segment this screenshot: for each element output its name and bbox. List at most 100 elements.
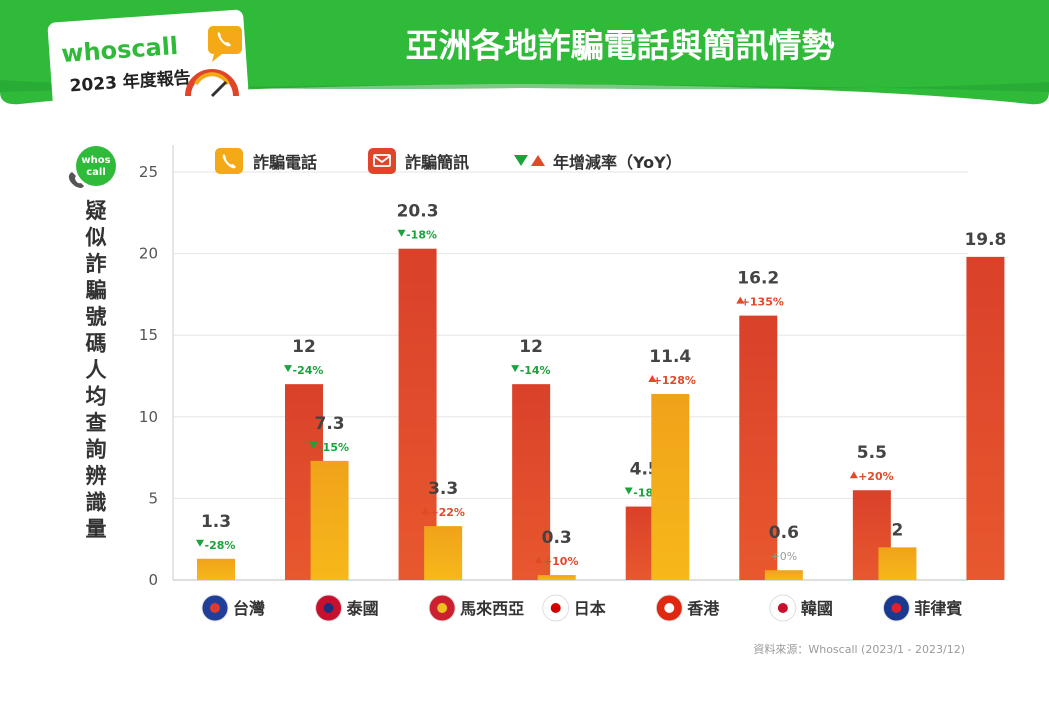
yoy-down-icon [397, 229, 406, 237]
flag-emblem-icon [891, 603, 902, 613]
yoy-up-icon [534, 556, 543, 564]
yoy-label: -24% [293, 364, 324, 377]
legend-call-label: 詐騙電話 [253, 153, 317, 172]
value-label: 12 [519, 337, 543, 357]
yoy-down-icon [196, 539, 204, 547]
value-label: 7.3 [315, 414, 345, 434]
value-label: 0.6 [769, 523, 799, 543]
yoy-label: +0% [771, 550, 798, 563]
y-tick-label: 25 [139, 163, 158, 181]
chat-bubble-icon [208, 26, 242, 54]
x-category-label: 台灣 [233, 599, 265, 618]
yoy-label: +10% [543, 555, 579, 568]
bar-call [537, 575, 576, 580]
y-axis-label-char: 人 [86, 358, 107, 382]
value-label: 0.3 [542, 528, 572, 548]
legend-down-triangle-icon [514, 155, 528, 166]
value-label: 19.8 [964, 230, 1006, 250]
bars: 1.3-28%12-24%7.3-15%20.3-18%3.3+22%12-14… [196, 202, 1006, 581]
badge-phone-icon [68, 172, 84, 188]
phone-glyph-icon [217, 32, 231, 47]
yoy-down-icon [624, 487, 633, 495]
flag-emblem-icon [664, 603, 675, 613]
yoy-label: -15% [318, 441, 349, 454]
y-axis-label-char: 量 [86, 517, 107, 541]
y-axis-label-char: 辨 [86, 464, 107, 488]
legend-call-icon [215, 148, 243, 174]
value-label: 2 [892, 520, 904, 540]
legend-yoy-label: 年增減率（YoY） [553, 153, 682, 172]
y-tick-label: 5 [148, 489, 158, 507]
y-axis-label-char: 查 [86, 411, 107, 435]
yoy-down-icon [284, 365, 292, 373]
x-category-label: 日本 [574, 599, 606, 618]
badge-text-1: whos [81, 155, 110, 166]
bar-sms [512, 384, 551, 580]
yoy-label: +135% [741, 296, 784, 309]
y-axis-label-char: 騙 [86, 279, 107, 303]
bar-sms [966, 256, 1005, 580]
bar-call [197, 558, 235, 580]
yoy-label: +20% [858, 470, 894, 483]
gauge-icon [185, 69, 239, 97]
bar-call [878, 547, 917, 580]
yoy-label: -28% [205, 539, 236, 552]
bar-call [651, 393, 690, 580]
x-category-label: 菲律賓 [914, 599, 962, 618]
value-label: 5.5 [857, 443, 887, 463]
flag-emblem-icon [323, 603, 334, 613]
bar-sms [398, 248, 437, 581]
flag-emblem-icon [210, 603, 220, 613]
y-axis-label-char: 碼 [86, 332, 107, 356]
source-note: 資料來源：Whoscall (2023/1 - 2023/12) [753, 642, 965, 656]
y-axis-label-char: 似 [85, 226, 107, 250]
badge-text-2: call [86, 167, 106, 178]
value-label: 16.2 [737, 269, 779, 289]
y-axis-label-char: 均 [86, 385, 107, 409]
value-label: 12 [292, 337, 316, 357]
y-tick-label: 10 [139, 408, 158, 426]
value-label: 11.4 [649, 347, 691, 367]
x-category-labels: 台灣 泰國 馬來西亞 日本 香港 韓國 菲律賓 [201, 594, 962, 622]
y-axis-label-char: 詢 [86, 438, 107, 462]
flag-emblem-icon [550, 603, 561, 613]
yoy-label: +128% [653, 374, 696, 387]
bar-call [310, 460, 349, 580]
yoy-up-icon [648, 374, 657, 382]
y-tick-label: 0 [148, 571, 158, 589]
yoy-label: -18% [406, 229, 437, 242]
bar-sms [739, 315, 778, 580]
flag-emblem-icon [777, 603, 788, 613]
legend-up-triangle-icon [531, 155, 545, 166]
yoy-up-icon [736, 296, 745, 304]
yoy-down-icon [511, 365, 520, 373]
yoy-label: -14% [520, 364, 551, 377]
y-axis-label-char: 識 [86, 491, 107, 515]
yoy-down-icon [309, 441, 318, 449]
chart-title: 亞洲各地詐騙電話與簡訊情勢 [406, 26, 835, 65]
whoscall-badge: whos call [68, 146, 116, 188]
value-label: 1.3 [201, 512, 231, 532]
bar-call [764, 570, 803, 580]
y-tick-label: 15 [139, 326, 158, 344]
yoy-label: +22% [429, 506, 465, 519]
flag-emblem-icon [437, 603, 448, 613]
legend: 詐騙電話 詐騙簡訊 年增減率（YoY） [215, 148, 682, 174]
y-axis-label-char: 詐 [86, 252, 107, 276]
yoy-up-icon [849, 471, 858, 479]
x-category-label: 香港 [686, 599, 720, 618]
value-label: 3.3 [428, 479, 458, 499]
x-category-label: 泰國 [346, 599, 379, 618]
header-band-shade [0, 80, 1049, 92]
bar-call [424, 526, 463, 580]
report-logo-card: whoscall 2023 年度報告 [47, 9, 249, 109]
value-label: 20.3 [397, 202, 439, 222]
yoy-up-icon [421, 507, 430, 515]
y-axis-label-char: 疑 [86, 199, 107, 223]
header-band [0, 0, 1049, 105]
y-tick-labels: 0 5 10 15 20 25 [139, 163, 158, 589]
y-tick-label: 20 [139, 245, 158, 263]
